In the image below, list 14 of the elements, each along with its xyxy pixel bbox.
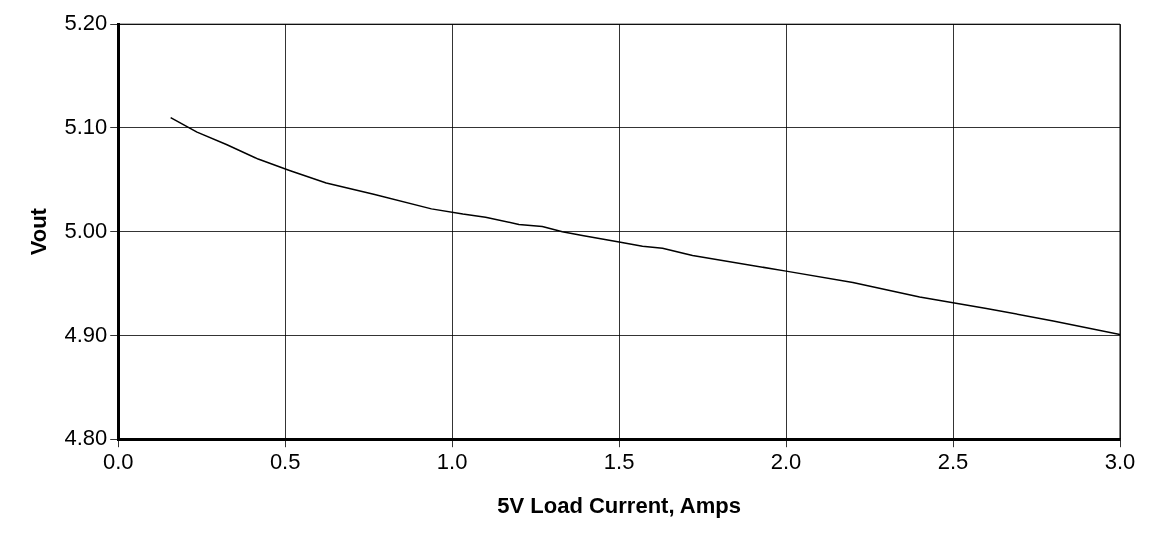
y-tick-label: 4.90 [64,321,108,347]
x-tick-label: 2.5 [937,449,969,475]
x-tick-label: 0.0 [102,449,134,475]
x-axis-title: 5V Load Current, Amps [497,492,741,518]
y-tick-label: 5.10 [64,114,108,140]
y-tick-label: 4.80 [64,425,108,451]
y-tick-label: 5.00 [64,217,108,243]
x-tick-label: 1.0 [436,449,468,475]
y-tick-label: 5.20 [64,10,108,36]
x-tick-label: 0.5 [269,449,301,475]
x-tick-label: 3.0 [1104,449,1136,475]
x-tick-label: 2.0 [770,449,802,475]
y-axis-title: Vout [26,207,52,256]
x-tick-label: 1.5 [603,449,635,475]
